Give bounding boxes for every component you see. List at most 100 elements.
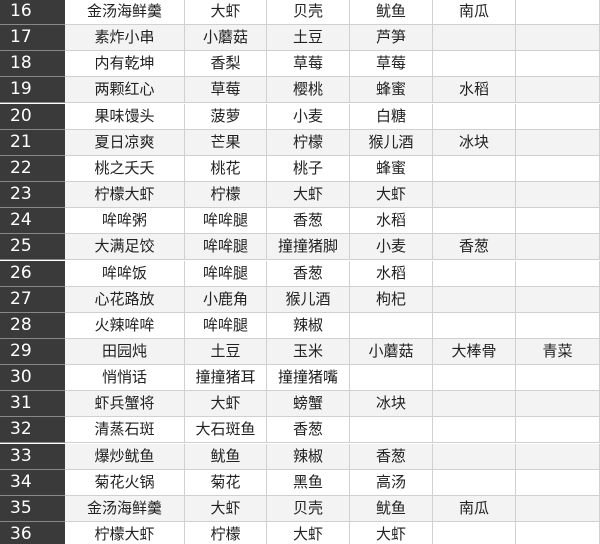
dish-name: 虾兵蟹将 [65, 391, 185, 417]
empty-cell [433, 103, 516, 129]
empty-cell [516, 25, 600, 51]
ingredient: 贝壳 [267, 495, 350, 521]
ingredient: 香葱 [350, 443, 433, 469]
ingredient: 芒果 [185, 129, 267, 155]
ingredient: 辣椒 [267, 443, 350, 469]
ingredient: 大虾 [185, 495, 267, 521]
empty-cell [350, 365, 433, 391]
ingredient: 水稻 [350, 260, 433, 286]
ingredient: 香葱 [433, 234, 516, 260]
empty-cell [516, 51, 600, 77]
ingredient: 鱿鱼 [350, 495, 433, 521]
dish-name: 爆炒鱿鱼 [65, 443, 185, 469]
empty-cell [433, 417, 516, 443]
dish-name: 心花路放 [65, 286, 185, 312]
empty-cell [516, 522, 600, 544]
dish-name: 火辣哞哞 [65, 312, 185, 338]
empty-cell [516, 260, 600, 286]
table-row: 28 火辣哞哞 哞哞腿 辣椒 [0, 312, 600, 339]
row-number: 19 [0, 77, 65, 104]
table-row: 22 桃之夭夭 桃花 桃子 蜂蜜 [0, 155, 600, 182]
dish-name: 果味馒头 [65, 103, 185, 129]
ingredient: 草莓 [185, 77, 267, 103]
table-row: 30 悄悄话 撞撞猪耳 撞撞猪嘴 [0, 365, 600, 392]
empty-cell [516, 443, 600, 469]
dish-name: 金汤海鲜羹 [65, 0, 185, 24]
row-number: 34 [0, 469, 65, 496]
ingredient: 大虾 [350, 182, 433, 208]
ingredient: 小鹿角 [185, 286, 267, 312]
ingredient: 樱桃 [267, 77, 350, 103]
row-number: 28 [0, 312, 65, 339]
table-row: 21 夏日凉爽 芒果 柠檬 猴儿酒 冰块 [0, 129, 600, 156]
ingredient: 辣椒 [267, 312, 350, 338]
ingredient: 高汤 [350, 469, 433, 495]
empty-cell [433, 312, 516, 338]
row-number: 21 [0, 129, 65, 156]
empty-cell [433, 51, 516, 77]
table-row: 29 田园炖 土豆 玉米 小蘑菇 大棒骨 青菜 [0, 338, 600, 365]
empty-cell [433, 522, 516, 544]
ingredient: 小麦 [267, 103, 350, 129]
row-number: 26 [0, 260, 65, 287]
table-row: 34 菊花火锅 菊花 黑鱼 高汤 [0, 469, 600, 496]
empty-cell [433, 391, 516, 417]
dish-name: 柠檬大虾 [65, 522, 185, 544]
ingredient: 水稻 [350, 208, 433, 234]
ingredient: 大虾 [267, 182, 350, 208]
ingredient: 冰块 [433, 129, 516, 155]
ingredient: 菊花 [185, 469, 267, 495]
empty-cell [350, 312, 433, 338]
dish-name: 两颗红心 [65, 77, 185, 103]
ingredient: 蜂蜜 [350, 77, 433, 103]
table-row: 32 清蒸石斑 大石斑鱼 香葱 [0, 417, 600, 444]
empty-cell [433, 25, 516, 51]
table-row: 26 哞哞饭 哞哞腿 香葱 水稻 [0, 260, 600, 287]
ingredient: 香葱 [267, 208, 350, 234]
ingredient: 香梨 [185, 51, 267, 77]
empty-cell [516, 77, 600, 103]
ingredient: 猴儿酒 [267, 286, 350, 312]
dish-name: 桃之夭夭 [65, 155, 185, 181]
ingredient: 柠檬 [267, 129, 350, 155]
ingredient: 青菜 [516, 338, 600, 364]
row-number: 36 [0, 522, 65, 544]
empty-cell [433, 286, 516, 312]
ingredient: 香葱 [267, 417, 350, 443]
ingredient: 撞撞猪耳 [185, 365, 267, 391]
table-row: 27 心花路放 小鹿角 猴儿酒 枸杞 [0, 286, 600, 313]
row-number: 30 [0, 365, 65, 392]
ingredient: 土豆 [267, 25, 350, 51]
ingredient: 撞撞猪脚 [267, 234, 350, 260]
empty-cell [516, 365, 600, 391]
ingredient: 南瓜 [433, 495, 516, 521]
empty-cell [433, 208, 516, 234]
dish-name: 大满足饺 [65, 234, 185, 260]
dish-name: 哞哞粥 [65, 208, 185, 234]
ingredient: 小麦 [350, 234, 433, 260]
empty-cell [516, 129, 600, 155]
table-row: 18 内有乾坤 香梨 草莓 草莓 [0, 51, 600, 78]
row-number: 31 [0, 391, 65, 418]
table-row: 31 虾兵蟹将 大虾 螃蟹 冰块 [0, 391, 600, 418]
dish-name: 夏日凉爽 [65, 129, 185, 155]
dish-name: 柠檬大虾 [65, 182, 185, 208]
table-row: 35 金汤海鲜羹 大虾 贝壳 鱿鱼 南瓜 [0, 495, 600, 522]
row-number: 18 [0, 51, 65, 78]
empty-cell [516, 286, 600, 312]
table-row: 17 素炸小串 小蘑菇 土豆 芦笋 [0, 25, 600, 52]
row-number: 22 [0, 155, 65, 182]
empty-cell [516, 391, 600, 417]
ingredient: 猴儿酒 [350, 129, 433, 155]
empty-cell [433, 443, 516, 469]
row-number: 33 [0, 443, 65, 470]
ingredient: 哞哞腿 [185, 260, 267, 286]
ingredient: 哞哞腿 [185, 208, 267, 234]
dish-name: 菊花火锅 [65, 469, 185, 495]
empty-cell [516, 495, 600, 521]
ingredient: 草莓 [267, 51, 350, 77]
ingredient: 土豆 [185, 338, 267, 364]
dish-name: 素炸小串 [65, 25, 185, 51]
ingredient: 桃子 [267, 155, 350, 181]
